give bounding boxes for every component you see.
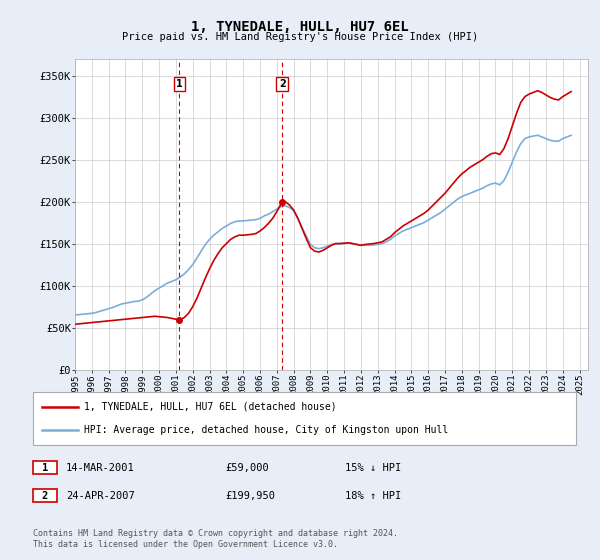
Text: £199,950: £199,950 (225, 491, 275, 501)
Text: 2: 2 (42, 491, 48, 501)
Text: 1, TYNEDALE, HULL, HU7 6EL: 1, TYNEDALE, HULL, HU7 6EL (191, 20, 409, 34)
Text: 14-MAR-2001: 14-MAR-2001 (66, 463, 135, 473)
Text: 2: 2 (279, 79, 286, 89)
Text: Price paid vs. HM Land Registry's House Price Index (HPI): Price paid vs. HM Land Registry's House … (122, 32, 478, 43)
Text: HPI: Average price, detached house, City of Kingston upon Hull: HPI: Average price, detached house, City… (84, 425, 448, 435)
Text: 24-APR-2007: 24-APR-2007 (66, 491, 135, 501)
Text: 1, TYNEDALE, HULL, HU7 6EL (detached house): 1, TYNEDALE, HULL, HU7 6EL (detached hou… (84, 402, 337, 412)
Text: 1: 1 (176, 79, 183, 89)
Text: Contains HM Land Registry data © Crown copyright and database right 2024.
This d: Contains HM Land Registry data © Crown c… (33, 529, 398, 549)
Text: £59,000: £59,000 (225, 463, 269, 473)
Text: 1: 1 (42, 463, 48, 473)
Text: 18% ↑ HPI: 18% ↑ HPI (345, 491, 401, 501)
Text: 15% ↓ HPI: 15% ↓ HPI (345, 463, 401, 473)
